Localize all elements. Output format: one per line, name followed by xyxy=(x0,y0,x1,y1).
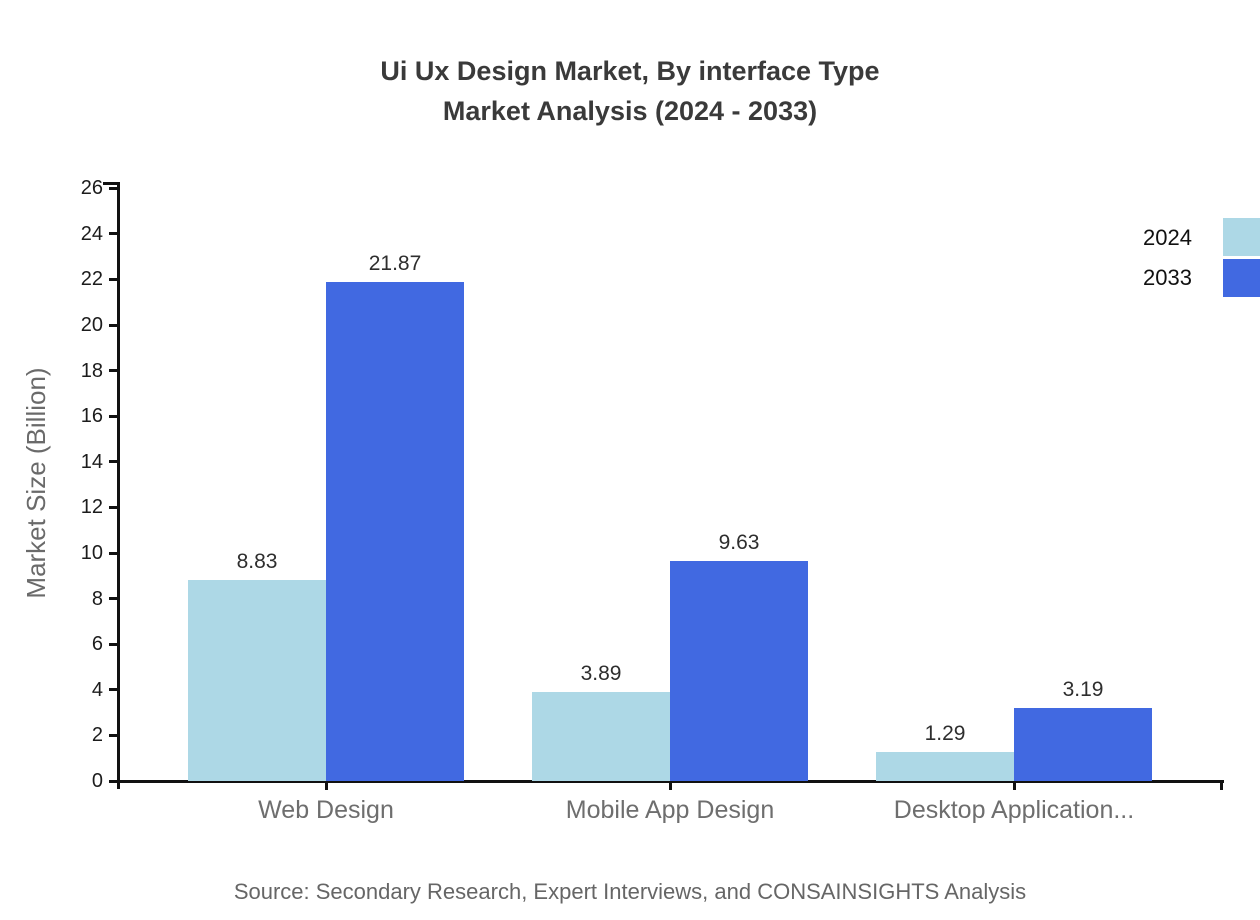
x-axis-line xyxy=(109,779,1224,783)
y-tick xyxy=(109,277,118,281)
bar-2033 xyxy=(1014,708,1152,781)
y-tick xyxy=(109,414,118,418)
y-tick-label: 10 xyxy=(80,542,103,564)
bar-value-label: 9.63 xyxy=(718,531,760,555)
chart-title-line-1: Ui Ux Design Market, By interface Type xyxy=(380,56,880,86)
y-tick xyxy=(109,779,118,783)
y-tick-label: 24 xyxy=(80,222,103,245)
x-tick xyxy=(668,781,672,790)
legend-swatch-2024 xyxy=(1223,218,1260,256)
y-tick-label: 14 xyxy=(80,450,103,473)
category-label: Mobile App Design xyxy=(565,796,775,824)
chart-title-line-2: Market Analysis (2024 - 2033) xyxy=(442,96,818,126)
bar-value-label: 1.29 xyxy=(924,721,966,745)
y-tick xyxy=(109,688,118,692)
bar-value-label: 8.83 xyxy=(236,549,278,573)
bar-2024 xyxy=(188,579,326,781)
category-label: Web Design xyxy=(258,796,394,824)
y-tick xyxy=(109,186,118,190)
y-tick xyxy=(109,232,118,236)
y-tick xyxy=(109,323,118,327)
y-tick-label: 18 xyxy=(80,359,103,382)
y-tick-label: 20 xyxy=(80,314,103,336)
bar-2024 xyxy=(532,692,670,781)
y-tick xyxy=(109,460,118,464)
source-note: Source: Secondary Research, Expert Inter… xyxy=(233,879,1027,904)
y-tick xyxy=(109,369,118,373)
bar-value-label: 21.87 xyxy=(368,252,422,276)
y-tick-label: 2 xyxy=(91,724,103,747)
y-tick xyxy=(109,551,118,555)
bar-value-label: 3.89 xyxy=(580,662,622,686)
category-label: Desktop Application... xyxy=(893,796,1135,824)
y-tick-label: 0 xyxy=(91,770,103,792)
y-tick xyxy=(109,597,118,601)
y-tick-label: 16 xyxy=(80,405,103,428)
bar-value-label: 3.19 xyxy=(1062,678,1104,702)
bar-2033 xyxy=(326,282,464,781)
bar-2033 xyxy=(670,561,808,781)
y-tick xyxy=(109,642,118,646)
y-tick xyxy=(109,733,118,737)
y-tick-label: 26 xyxy=(80,177,103,200)
y-axis-line xyxy=(116,182,120,789)
y-tick-label: 6 xyxy=(91,633,103,656)
y-axis-end-cap xyxy=(103,182,118,185)
legend-label-2024: 2024 xyxy=(1143,225,1192,250)
legend-swatch-2033 xyxy=(1223,259,1260,297)
y-tick-label: 8 xyxy=(91,587,103,610)
x-tick xyxy=(324,781,328,790)
x-axis-end-tick xyxy=(1219,781,1223,790)
y-tick-label: 22 xyxy=(80,268,103,291)
bar-2024 xyxy=(876,751,1014,781)
y-tick-label: 4 xyxy=(91,678,103,701)
y-tick-label: 12 xyxy=(80,496,103,519)
legend-label-2033: 2033 xyxy=(1143,265,1192,290)
y-tick xyxy=(109,505,118,509)
x-tick xyxy=(1012,781,1016,790)
